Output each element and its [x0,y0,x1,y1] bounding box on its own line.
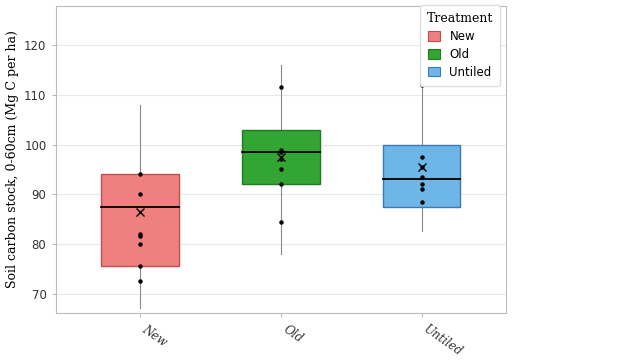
Bar [101,174,178,266]
Bar [242,130,319,184]
Legend: New, Old, Untiled: New, Old, Untiled [420,5,500,86]
Y-axis label: Soil carbon stock, 0-60cm (Mg C per ha): Soil carbon stock, 0-60cm (Mg C per ha) [6,31,19,288]
Bar [383,145,461,207]
